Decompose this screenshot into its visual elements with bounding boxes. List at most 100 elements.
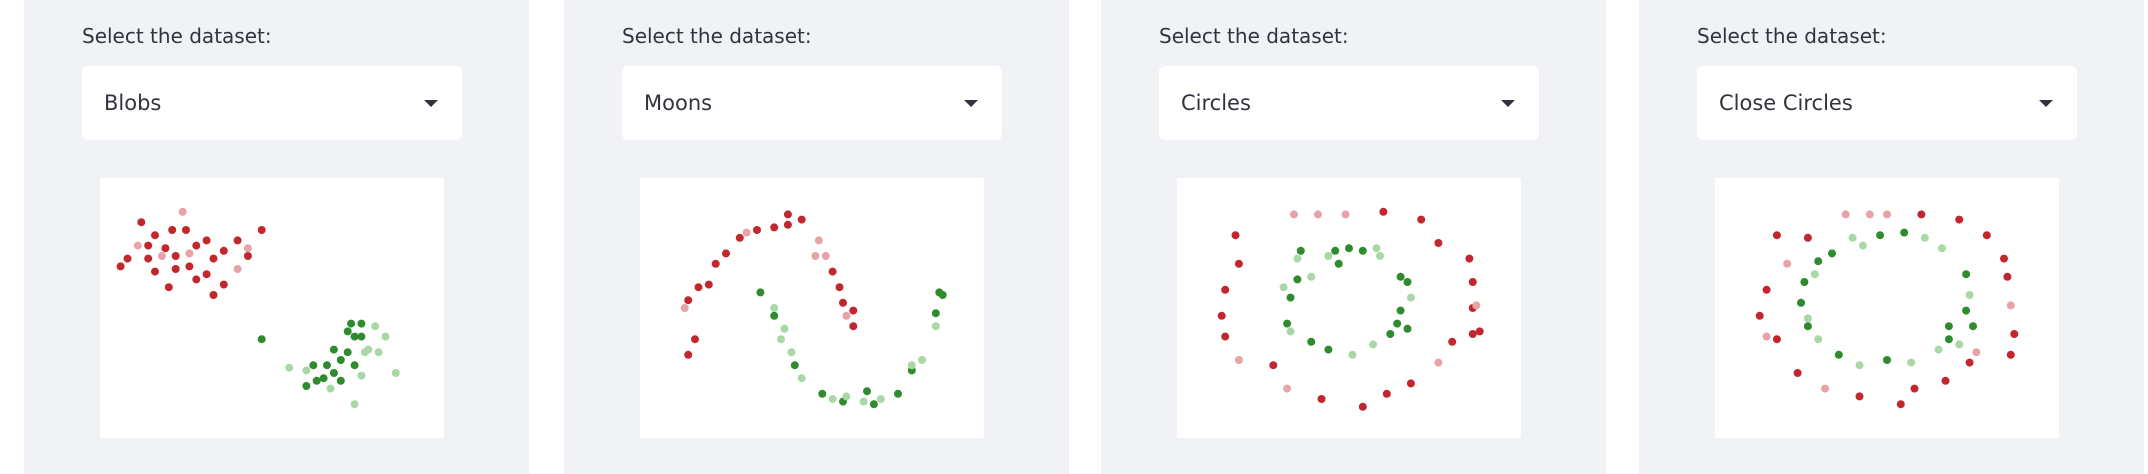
red-point	[1382, 389, 1391, 398]
green-point	[1396, 306, 1405, 315]
scatter-plot-svg	[116, 207, 400, 409]
red-point	[1283, 384, 1292, 393]
green-point	[312, 376, 321, 385]
red-point	[151, 267, 159, 276]
green-point	[1293, 254, 1302, 263]
green-point	[859, 397, 868, 406]
red-point	[144, 241, 153, 250]
red-point	[722, 249, 730, 258]
dataset-select[interactable]: Blobs	[82, 66, 462, 140]
green-point	[1907, 358, 1916, 367]
green-point	[1393, 319, 1402, 328]
red-point	[691, 335, 699, 344]
green-point	[1283, 319, 1292, 328]
dataset-select[interactable]: Close Circles	[1697, 66, 2077, 140]
green-point	[309, 361, 318, 370]
red-point	[842, 311, 851, 320]
red-point	[1821, 384, 1830, 393]
green-point	[319, 374, 328, 383]
red-point	[1955, 215, 1964, 224]
green-point	[938, 291, 947, 299]
green-point	[1938, 244, 1946, 253]
green-point	[257, 335, 266, 344]
red-point	[1965, 358, 1974, 367]
red-point	[1772, 231, 1781, 240]
red-point	[1762, 285, 1771, 294]
green-point	[1286, 327, 1295, 336]
green-point	[894, 389, 902, 398]
green-point	[302, 382, 311, 390]
red-point	[1803, 233, 1812, 242]
green-point	[1944, 322, 1953, 331]
scatter-plot-svg	[1217, 207, 1484, 411]
dataset-panel-close-circles: Select the dataset: Close Circles	[1639, 0, 2144, 474]
red-point	[1468, 278, 1477, 286]
red-point	[783, 220, 792, 229]
red-point	[233, 236, 242, 245]
green-point	[347, 319, 356, 328]
green-point	[1797, 298, 1805, 307]
green-point	[1324, 252, 1333, 260]
green-point	[1969, 322, 1977, 331]
red-point	[185, 249, 194, 258]
red-point	[1221, 332, 1230, 341]
red-point	[116, 262, 125, 271]
green-point	[777, 335, 785, 344]
green-point	[1814, 257, 1823, 266]
dataset-select-value: Moons	[644, 91, 713, 115]
red-point	[835, 283, 844, 292]
green-point	[1307, 272, 1316, 281]
dataset-select[interactable]: Circles	[1159, 66, 1539, 140]
green-point	[343, 348, 352, 357]
green-point	[1814, 335, 1823, 344]
red-point	[1290, 210, 1298, 219]
red-point	[1982, 231, 1991, 240]
red-point	[243, 252, 252, 260]
red-point	[1468, 330, 1477, 338]
green-point	[323, 361, 331, 370]
red-point	[1448, 337, 1457, 346]
red-point	[770, 223, 779, 232]
red-point	[1896, 400, 1905, 409]
chevron-down-icon	[964, 99, 978, 107]
red-point	[257, 226, 266, 234]
chevron-down-icon	[424, 99, 438, 107]
green-point	[302, 366, 311, 375]
green-point	[357, 332, 366, 341]
red-point	[137, 218, 146, 227]
green-point	[770, 304, 779, 312]
red-point	[1917, 210, 1926, 219]
chevron-down-icon	[2039, 99, 2053, 107]
green-point	[1296, 246, 1305, 255]
red-point	[209, 254, 218, 263]
green-point	[1334, 259, 1343, 268]
select-dataset-label: Select the dataset:	[1159, 24, 1349, 48]
red-point	[1972, 348, 1981, 357]
red-point	[1941, 376, 1950, 385]
red-point	[839, 298, 847, 307]
green-point	[1331, 246, 1340, 255]
red-point	[2000, 254, 2008, 263]
green-point	[364, 345, 373, 354]
green-point	[1358, 246, 1367, 255]
scatter-plot	[640, 178, 984, 438]
green-point	[350, 332, 359, 341]
green-point	[1944, 335, 1953, 344]
red-point	[209, 291, 218, 299]
red-point	[684, 350, 693, 359]
red-point	[1269, 361, 1278, 370]
scatter-plot-svg	[680, 210, 947, 409]
red-point	[168, 226, 177, 234]
dataset-select[interactable]: Moons	[622, 66, 1002, 140]
green-point	[863, 387, 871, 396]
green-point	[918, 356, 927, 364]
green-point	[818, 389, 827, 398]
green-point	[336, 356, 345, 364]
green-point	[1376, 252, 1384, 260]
red-point	[828, 267, 837, 276]
green-point	[1848, 233, 1857, 242]
green-point	[1348, 350, 1357, 359]
red-point	[202, 270, 211, 279]
green-point	[1962, 306, 1971, 315]
green-point	[329, 345, 338, 354]
